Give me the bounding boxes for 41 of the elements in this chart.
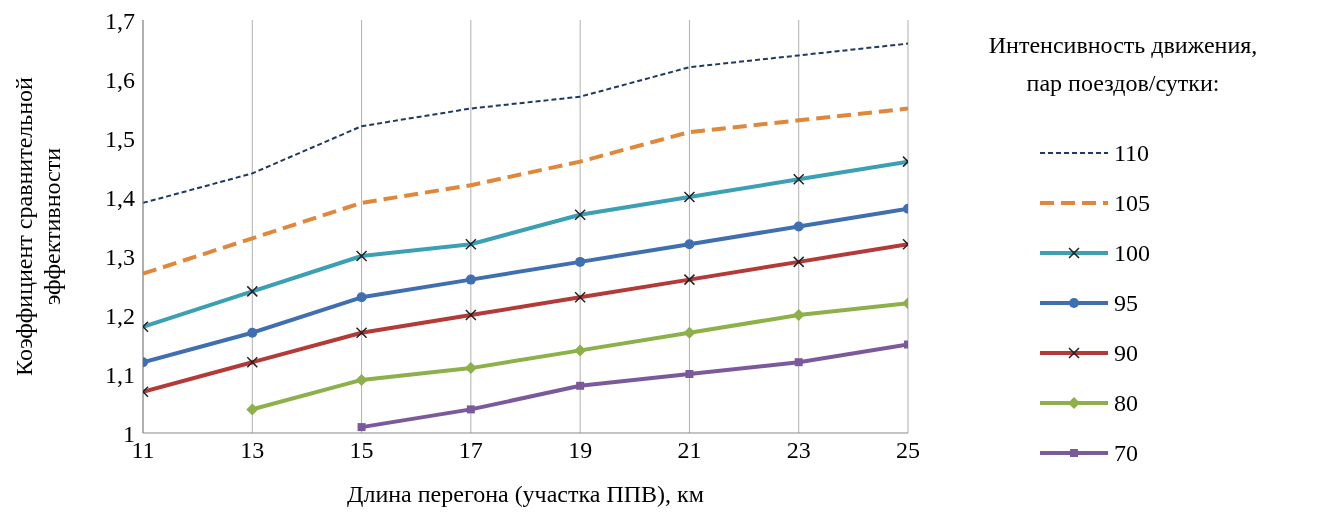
point bbox=[685, 370, 694, 378]
x-tick-label: 23 bbox=[786, 437, 811, 464]
x-tick-label: 13 bbox=[240, 437, 265, 464]
x-tick-label: 21 bbox=[677, 437, 702, 464]
y-tick-label: 1,1 bbox=[105, 361, 135, 388]
x-axis-title: Длина перегона (участка ППВ), км bbox=[347, 481, 704, 508]
point bbox=[465, 274, 476, 285]
legend-title: Интенсивность движения, пар поездов/сутки: bbox=[987, 31, 1259, 98]
legend-label: 80 bbox=[1114, 389, 1138, 417]
point bbox=[575, 256, 586, 267]
point bbox=[246, 403, 259, 416]
point bbox=[247, 327, 258, 338]
legend-label: 110 bbox=[1114, 139, 1150, 167]
point bbox=[466, 405, 475, 414]
point bbox=[355, 373, 368, 386]
line-series bbox=[143, 106, 908, 276]
x-tick-label: 19 bbox=[568, 437, 593, 464]
y-tick-label: 1,7 bbox=[105, 7, 135, 34]
y-tick-label: 1,4 bbox=[105, 184, 135, 211]
point bbox=[576, 381, 585, 390]
y-tick-label: 1,6 bbox=[105, 66, 135, 93]
point bbox=[684, 239, 695, 250]
y-tick-label: 1,2 bbox=[105, 302, 135, 329]
y-axis-title: Коэффициент сравнительной эффективности bbox=[11, 76, 65, 376]
point bbox=[794, 358, 803, 367]
legend-label: 100 bbox=[1114, 239, 1150, 267]
point bbox=[574, 344, 587, 357]
legend-label: 70 bbox=[1114, 439, 1138, 467]
line-series bbox=[143, 42, 908, 204]
x-tick-label: 17 bbox=[458, 437, 483, 464]
point bbox=[357, 423, 366, 432]
legend-label: 95 bbox=[1114, 289, 1138, 317]
legend-label: 105 bbox=[1114, 189, 1150, 217]
point bbox=[792, 309, 805, 321]
x-tick-label: 25 bbox=[896, 437, 920, 464]
x-tick-label: 15 bbox=[349, 437, 374, 464]
y-tick-label: 1,5 bbox=[105, 125, 135, 152]
point bbox=[356, 292, 367, 303]
point bbox=[793, 221, 804, 232]
legend-label: 90 bbox=[1114, 339, 1138, 367]
y-tick-label: 1,3 bbox=[105, 243, 135, 270]
